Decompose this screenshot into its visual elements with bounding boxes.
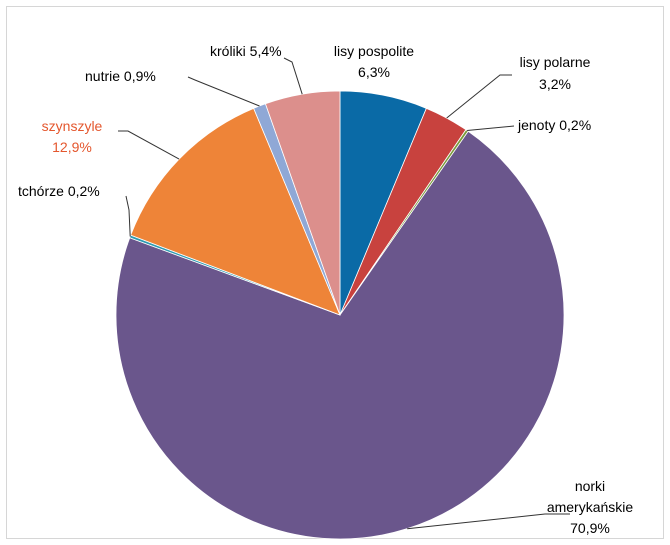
label-kroliki-name: króliki [210, 43, 246, 59]
leader-lines [118, 57, 570, 530]
label-lisy-pospolite-name: lisy pospolite [334, 43, 414, 59]
label-lisy-polarne-value: 3,2% [539, 76, 571, 92]
label-tchorze-name: tchórze [18, 183, 64, 199]
label-lisy-polarne-name: lisy polarne [520, 54, 591, 70]
label-jenoty-value: 0,2% [559, 117, 591, 133]
label-nutrie-value: 0,9% [124, 68, 156, 84]
label-nutrie: nutrie 0,9% [85, 68, 156, 84]
label-szynszyle-value: 12,9% [52, 139, 92, 155]
label-norki-value: 70,9% [570, 520, 610, 536]
leader-line-3 [407, 513, 570, 530]
label-norki-line1: norki [575, 478, 605, 494]
label-kroliki-value: 5,4% [250, 43, 282, 59]
label-nutrie-name: nutrie [85, 68, 120, 84]
label-lisy-pospolite-value: 6,3% [358, 64, 390, 80]
pie-slice-7 [264, 90, 341, 316]
label-norki-line2: amerykańskie [547, 499, 634, 515]
leader-line-1 [446, 74, 512, 119]
label-tchorze: tchórze 0,2% [18, 183, 100, 199]
leader-line-6 [187, 76, 260, 107]
leader-line-5 [118, 130, 180, 160]
leader-line-2 [467, 125, 515, 131]
label-kroliki: króliki 5,4% [210, 43, 282, 59]
label-jenoty-name: jenoty [517, 117, 555, 133]
pie-slice-3 [115, 130, 565, 540]
label-szynszyle-name: szynszyle [42, 118, 103, 134]
pie-slices [115, 90, 565, 540]
leader-line-7 [283, 57, 303, 95]
pie-slice-5 [130, 107, 341, 316]
label-jenoty: jenoty 0,2% [517, 117, 591, 133]
label-tchorze-value: 0,2% [68, 183, 100, 199]
leader-line-4 [125, 195, 131, 237]
